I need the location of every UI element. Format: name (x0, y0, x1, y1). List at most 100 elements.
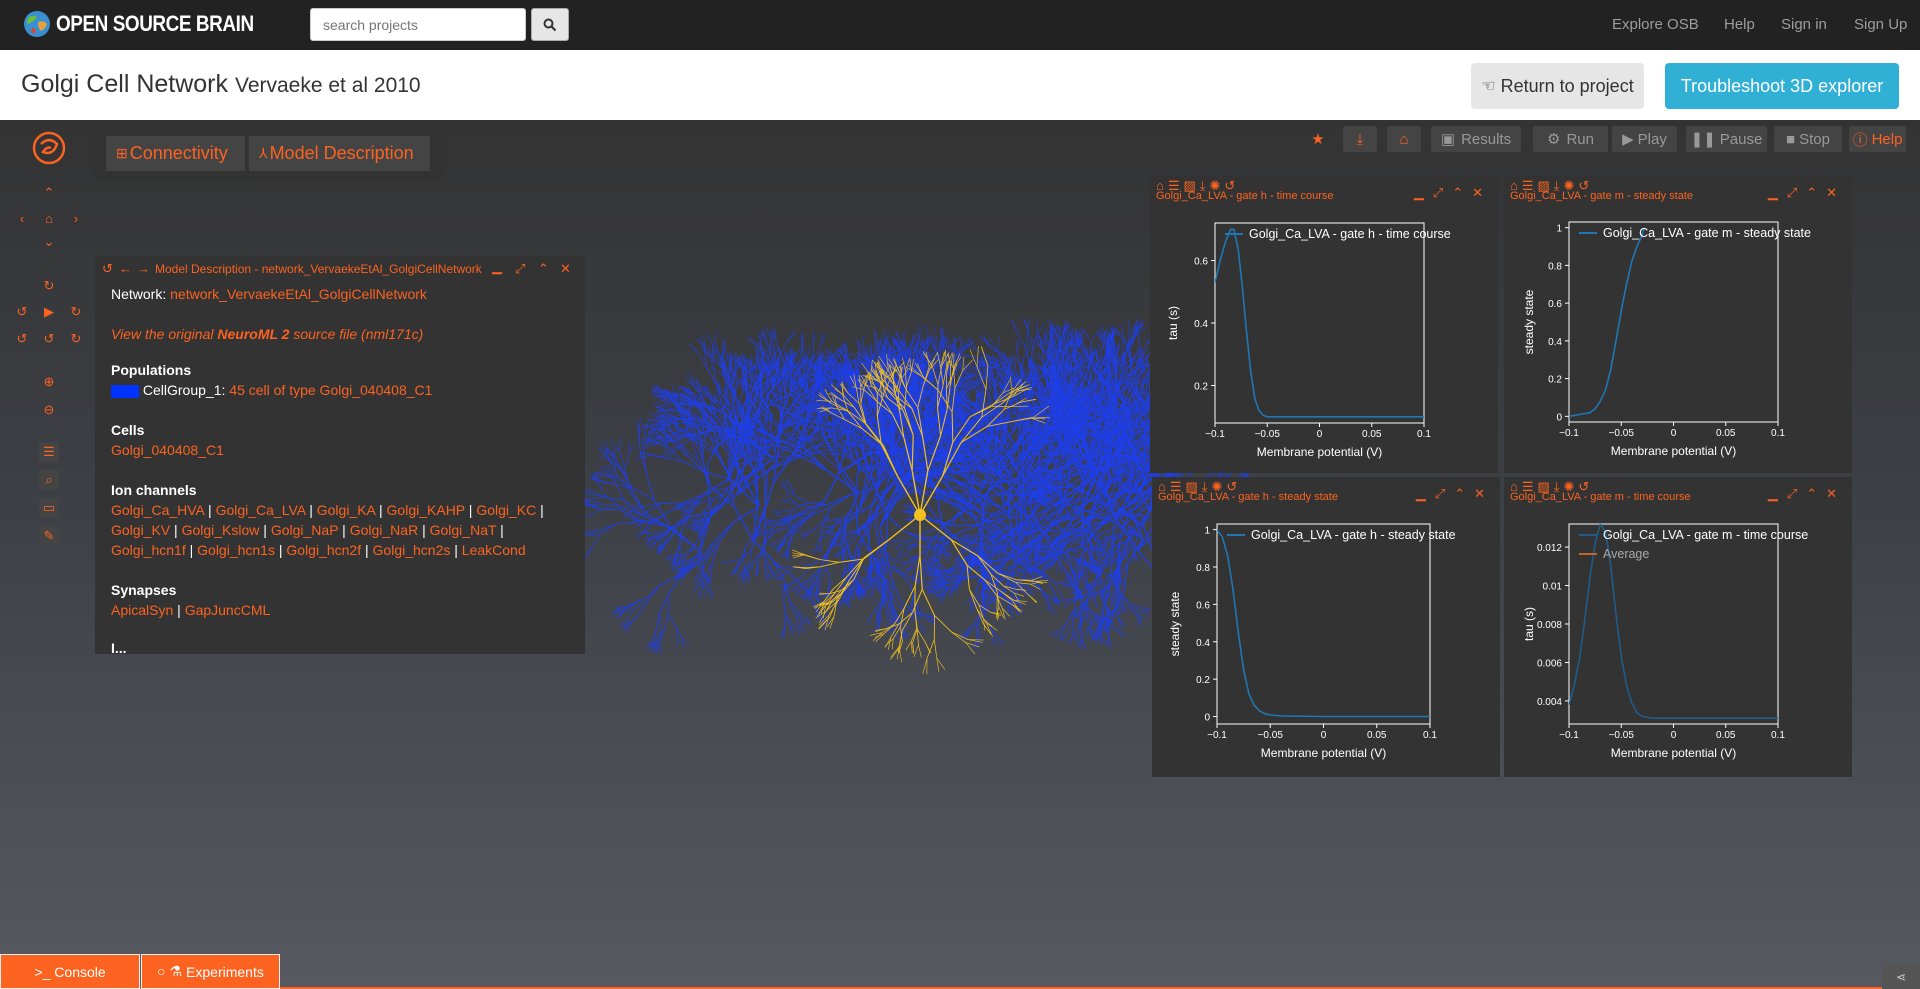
osb-logo[interactable]: OPEN SOURCE BRAIN (22, 9, 286, 39)
dendrite-segment (664, 614, 669, 631)
dendrite-segment (620, 604, 634, 609)
dendrite-segment (666, 400, 673, 411)
dendrite-segment (762, 527, 774, 535)
dendrite-segment (1012, 606, 1015, 615)
dendrite-segment (957, 446, 971, 450)
dendrite-segment (676, 420, 678, 431)
dendrite-segment (677, 385, 690, 395)
dendrite-segment (674, 443, 689, 457)
dendrite-segment (616, 475, 630, 491)
dendrite-segment (702, 408, 717, 424)
dendrite-segment (855, 338, 865, 349)
dendrite-segment (1016, 534, 1027, 539)
dendrite-segment (954, 408, 970, 418)
dendrite-segment (873, 329, 879, 345)
dendrite-segment (649, 641, 657, 651)
dendrite-segment (1137, 418, 1150, 423)
dendrite-segment (1126, 409, 1128, 426)
dendrite-segment (990, 515, 1001, 521)
dendrite-segment (882, 556, 888, 580)
dendrite-segment (818, 544, 821, 553)
dendrite-segment (786, 539, 792, 551)
dendrite-segment (618, 609, 624, 618)
dendrite-segment (1046, 330, 1049, 343)
dendrite-segment (912, 596, 915, 608)
dendrite-segment (873, 623, 879, 633)
nav-sign-up[interactable]: Sign Up (1854, 16, 1908, 33)
dendrite-segment (702, 556, 710, 569)
dendrite-segment (603, 439, 611, 454)
dendrite-segment (964, 343, 979, 352)
dendrite-segment (943, 440, 961, 457)
dendrite-segment (1110, 382, 1115, 398)
dendrite-segment (787, 551, 790, 562)
dendrite-segment (710, 394, 724, 406)
dendrite-segment (607, 457, 622, 470)
dendrite-segment (1061, 326, 1066, 338)
dendrite-segment (876, 340, 883, 352)
dendrite-segment (1062, 597, 1072, 600)
dendrite-segment (648, 428, 659, 436)
dendrite-segment (626, 609, 634, 621)
dendrite-segment (1049, 584, 1056, 596)
nav-sign-in[interactable]: Sign in (1781, 16, 1827, 33)
dendrite-segment (1083, 591, 1099, 597)
dendrite-segment (1024, 551, 1028, 561)
dendrite-segment (991, 548, 1001, 555)
dendrite-segment (602, 503, 620, 507)
dendrite-segment (1048, 604, 1054, 615)
dendrite-segment (644, 435, 655, 442)
dendrite-segment (766, 562, 773, 572)
dendrite-segment (661, 404, 672, 411)
dendrite-segment (1103, 607, 1117, 619)
troubleshoot-3d-explorer-button[interactable]: Troubleshoot 3D explorer (1665, 63, 1899, 109)
dendrite-segment (724, 385, 727, 396)
dendrite-segment (1046, 375, 1049, 389)
dendrite-segment (682, 461, 705, 473)
dendrite-segment (955, 568, 972, 577)
dendrite-segment (1060, 447, 1075, 464)
search-button[interactable] (531, 8, 569, 41)
dendrite-segment (599, 468, 609, 474)
dendrite-segment (611, 473, 618, 485)
dendrite-segment (664, 457, 683, 462)
dendrite-segment (1095, 347, 1099, 359)
dendrite-segment (682, 637, 690, 644)
dendrite-segment (741, 372, 744, 393)
dendrite-segment (1025, 330, 1029, 348)
dendrite-segment (1034, 509, 1063, 523)
dendrite-segment (893, 630, 899, 641)
dendrite-segment (975, 393, 982, 402)
dendrite-segment (695, 395, 703, 405)
dendrite-segment (1023, 499, 1034, 501)
dendrite-segment (962, 439, 981, 444)
dendrite-segment (961, 540, 971, 544)
return-to-project-button[interactable]: ☜ Return to project (1471, 63, 1644, 109)
dendrite-segment (706, 560, 714, 576)
dendrite-segment (773, 510, 783, 513)
dendrite-segment (981, 471, 1006, 491)
dendrite-segment (1071, 341, 1077, 358)
nav-help[interactable]: Help (1724, 16, 1755, 33)
dendrite-segment (633, 600, 648, 610)
dendrite-segment (605, 466, 613, 474)
dendrite-segment (760, 518, 773, 522)
dendrite-segment (1107, 599, 1114, 615)
dendrite-segment (667, 423, 682, 433)
geppetto-canvas[interactable]: ⊞ Connectivity ⅄ Model Description ⌃ ‹ ⌂… (0, 120, 1920, 989)
dendrite-segment (1027, 501, 1041, 530)
dendrite-segment (1053, 597, 1064, 601)
dendrite-segment (679, 441, 689, 457)
dendrite-segment (1046, 449, 1066, 461)
nav-explore-osb[interactable]: Explore OSB (1612, 16, 1699, 33)
dendrite-segment (1088, 472, 1104, 489)
dendrite-segment (696, 378, 701, 393)
globe-logo-icon (24, 11, 50, 37)
dendrite-segment (658, 641, 660, 652)
search-input[interactable] (310, 8, 526, 41)
dendrite-segment (1025, 476, 1035, 482)
dendrite-segment (1147, 360, 1150, 374)
dendrite-segment (655, 630, 661, 644)
dendrite-segment (1032, 525, 1039, 541)
project-subtitle: Vervaeke et al 2010 (234, 74, 421, 97)
